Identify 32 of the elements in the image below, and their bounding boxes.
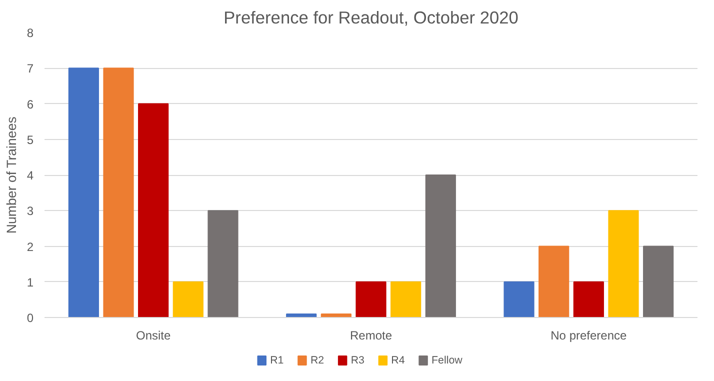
y-tick-label: 6 <box>26 97 34 112</box>
x-tick-label: Remote <box>350 328 392 342</box>
legend-label: R2 <box>310 354 324 366</box>
legend-label: R1 <box>270 354 284 366</box>
y-tick-label: 0 <box>26 311 34 325</box>
bar <box>390 281 422 318</box>
chart-title: Preference for Readout, October 2020 <box>224 8 518 28</box>
bar <box>138 103 169 318</box>
bar <box>172 281 204 318</box>
bar <box>504 281 534 318</box>
y-tick-label: 3 <box>26 204 34 218</box>
legend-label: R4 <box>391 354 405 366</box>
y-axis-title: Number of Trainees <box>4 116 19 234</box>
bar <box>356 281 386 318</box>
bar <box>643 246 674 318</box>
bar <box>425 174 456 318</box>
legend-label: Fellow <box>432 354 463 366</box>
bar <box>608 210 639 318</box>
x-tick-label: No preference <box>550 328 628 342</box>
bar <box>573 281 604 318</box>
y-tick-label: 8 <box>26 26 34 40</box>
bar <box>103 68 134 318</box>
legend-label: R3 <box>350 354 365 366</box>
y-tick-label: 4 <box>26 168 34 182</box>
bar <box>208 210 238 318</box>
x-tick-label: Onsite <box>136 328 171 342</box>
y-tick-label: 1 <box>26 275 34 290</box>
y-tick-label: 7 <box>26 62 34 76</box>
bar <box>68 68 99 318</box>
y-tick-label: 5 <box>26 132 34 147</box>
y-tick-label: 2 <box>26 240 34 254</box>
bar <box>538 246 570 318</box>
